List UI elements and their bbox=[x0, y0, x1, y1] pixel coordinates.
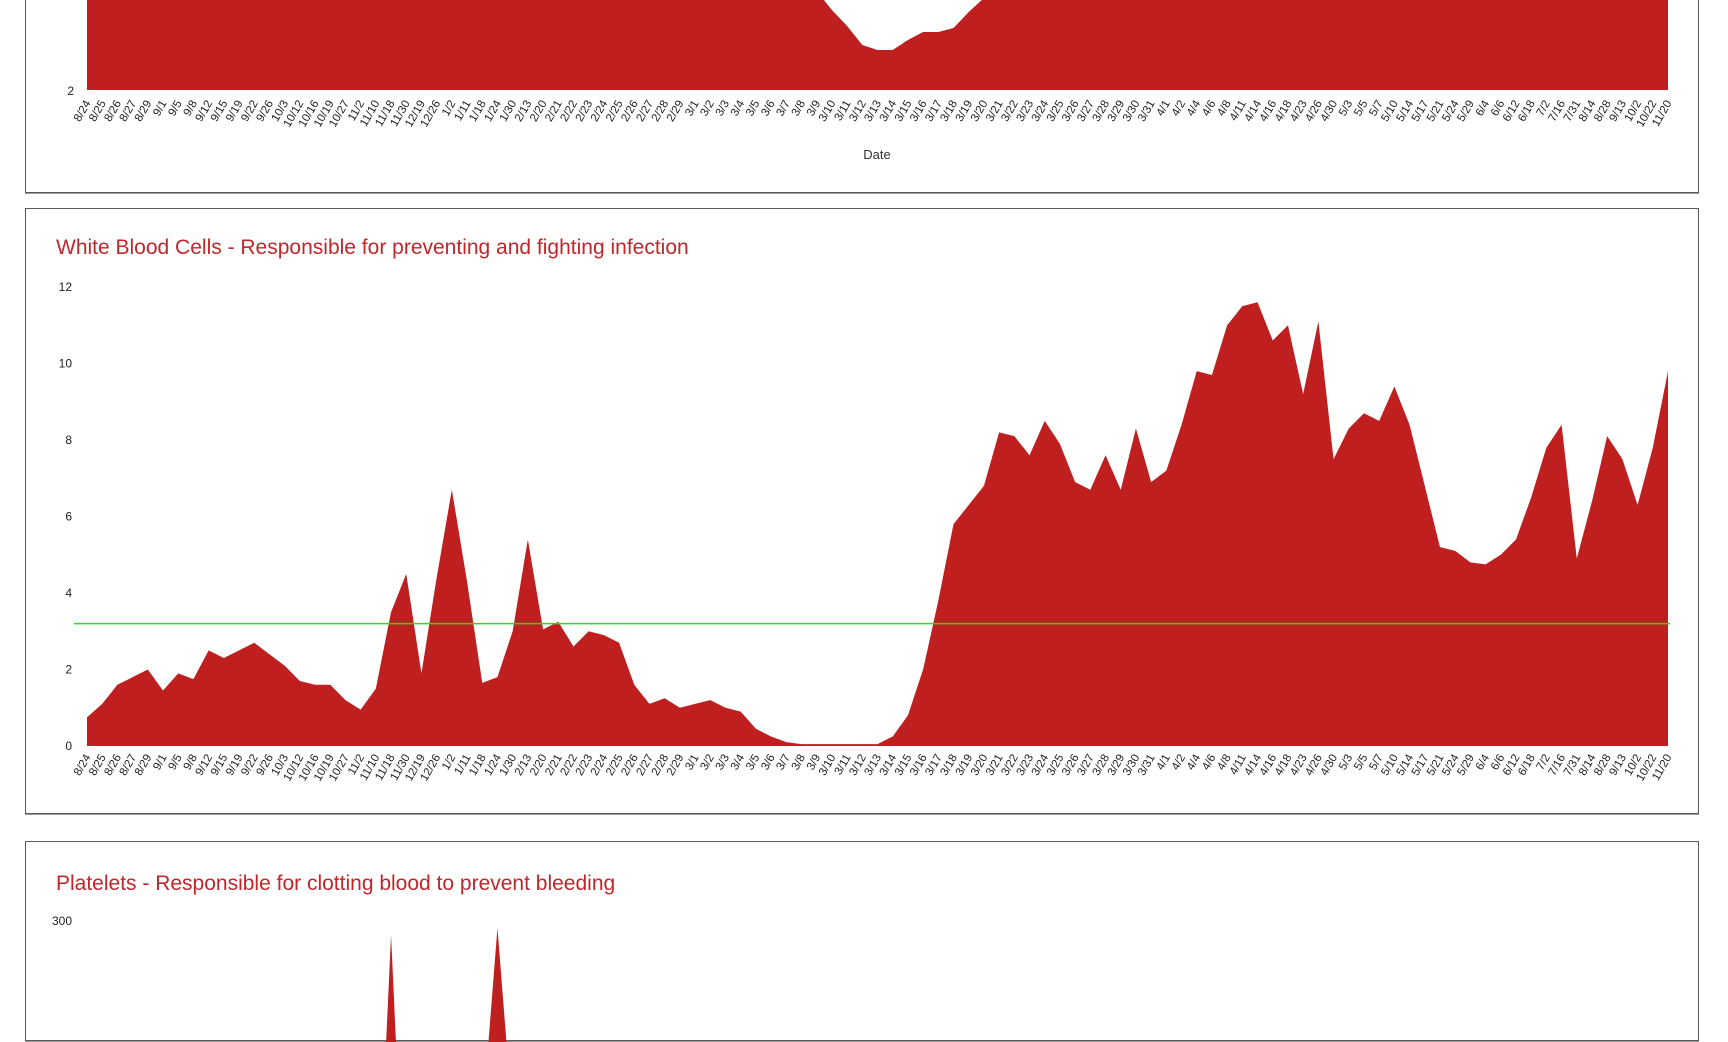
x-tick-label: 4/6 bbox=[1200, 753, 1218, 773]
x-tick-label: 6/4 bbox=[1474, 752, 1493, 772]
x-tick-label: 3/6 bbox=[759, 753, 777, 773]
x-tick-label: 5/3 bbox=[1337, 753, 1355, 773]
top-chart-panel: 2 8/24 8/25 8/26 8/27 8/29 9/1 9/5 9/8 9/12 9/15 9/… bbox=[25, 0, 1699, 193]
y-tick-label: 6 bbox=[65, 510, 72, 524]
platelet-spike bbox=[488, 928, 507, 1042]
y-tick-label: 10 bbox=[59, 357, 73, 371]
area-series bbox=[87, 302, 1668, 746]
x-tick-label: 3/8 bbox=[790, 99, 808, 119]
platelets-chart-panel: Platelets - Responsible for clotting blo… bbox=[25, 841, 1699, 1042]
y-tick-label: 2 bbox=[67, 84, 74, 98]
y-tick-label: 4 bbox=[65, 586, 72, 600]
x-tick-label: 9/5 bbox=[166, 99, 184, 119]
y-tick-label: 0 bbox=[65, 739, 72, 753]
x-tick-label: 3/1 bbox=[683, 99, 701, 119]
x-tick-label: 3/7 bbox=[774, 753, 792, 773]
x-tick-label: 4/1 bbox=[1155, 99, 1173, 119]
x-tick-label: 9/1 bbox=[151, 99, 169, 119]
wbc-area-chart: 0246810128/248/258/268/278/299/19/59/89/… bbox=[59, 280, 1675, 783]
x-tick-label: 3/5 bbox=[744, 99, 762, 119]
x-tick-label: 3/3 bbox=[714, 99, 732, 119]
platelets-chart-title: Platelets - Responsible for clotting blo… bbox=[56, 872, 616, 895]
y-tick-label: 12 bbox=[59, 280, 73, 294]
platelet-spike bbox=[386, 935, 396, 1042]
x-tick-label: 6/4 bbox=[1474, 98, 1493, 118]
x-tick-label: 3/1 bbox=[683, 753, 701, 773]
wbc-chart-title: White Blood Cells - Responsible for prev… bbox=[56, 236, 689, 259]
x-tick-label: 4/6 bbox=[1200, 99, 1218, 119]
x-axis-title: Date bbox=[863, 147, 890, 162]
area-series bbox=[87, 0, 1668, 90]
wbc-chart-panel: White Blood Cells - Responsible for prev… bbox=[25, 208, 1699, 814]
x-tick-label: 4/4 bbox=[1185, 752, 1204, 772]
y-tick-label: 300 bbox=[52, 914, 72, 928]
x-tick-label: 3/3 bbox=[714, 753, 732, 773]
x-tick-label: 9/5 bbox=[166, 753, 184, 773]
x-tick-label: 3/8 bbox=[790, 753, 808, 773]
x-tick-label: 3/2 bbox=[698, 753, 716, 773]
x-tick-label: 3/5 bbox=[744, 753, 762, 773]
y-tick-label: 2 bbox=[65, 663, 72, 677]
x-tick-label: 3/4 bbox=[729, 752, 748, 772]
y-tick-label: 8 bbox=[65, 433, 72, 447]
x-tick-label: 3/4 bbox=[729, 98, 748, 118]
x-tick-label: 4/2 bbox=[1170, 753, 1188, 773]
x-tick-label: 5/5 bbox=[1352, 753, 1370, 773]
x-tick-label: 4/4 bbox=[1185, 98, 1204, 118]
x-tick-label: 3/6 bbox=[759, 99, 777, 119]
x-tick-label: 9/1 bbox=[151, 753, 169, 773]
top-area-chart: 28/248/258/268/278/299/19/59/89/129/159/… bbox=[67, 0, 1675, 162]
platelets-area-chart: 300 bbox=[52, 914, 507, 1042]
x-tick-label: 5/5 bbox=[1352, 99, 1370, 119]
x-tick-label: 5/3 bbox=[1337, 99, 1355, 119]
x-tick-label: 3/2 bbox=[698, 99, 716, 119]
x-tick-label: 3/7 bbox=[774, 99, 792, 119]
x-tick-label: 4/1 bbox=[1155, 753, 1173, 773]
x-tick-label: 4/2 bbox=[1170, 99, 1188, 119]
